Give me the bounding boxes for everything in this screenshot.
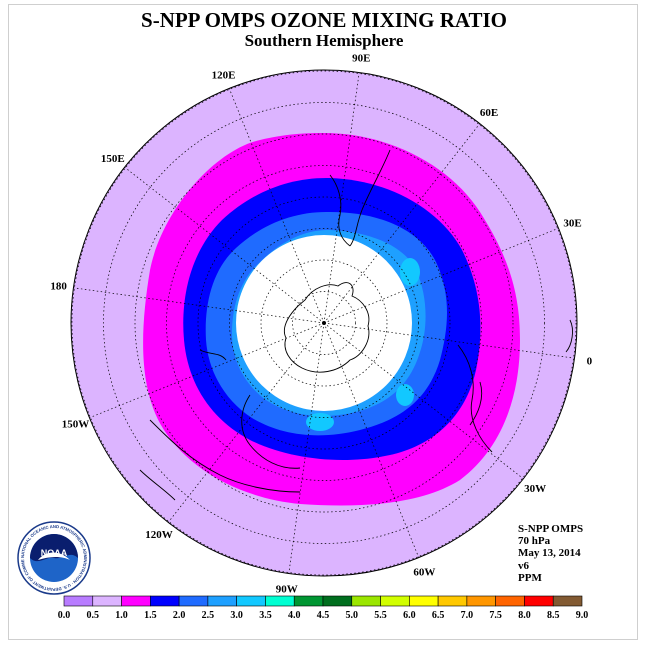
- colorbar-swatch: [150, 595, 180, 607]
- colorbar-swatch: [265, 595, 295, 607]
- colorbar-tick-label: 8.0: [518, 610, 531, 621]
- colorbar-tick-label: 5.5: [374, 610, 387, 621]
- south-pole-marker: [322, 321, 326, 325]
- longitude-label: 120E: [212, 70, 236, 82]
- colorbar-swatch: [322, 595, 353, 607]
- colorbar-tick-label: 5.0: [346, 610, 359, 621]
- latitude-circle: [229, 228, 419, 418]
- colorbar-tick-label: 0.0: [58, 610, 71, 621]
- latitude-circle: [134, 133, 514, 513]
- colorbar-swatch: [351, 595, 381, 607]
- colorbar-tick-label: 3.0: [230, 610, 243, 621]
- map-border: [70, 69, 578, 577]
- latitude-circle: [260, 259, 388, 387]
- units-label: PPM: [518, 571, 542, 584]
- longitude-label: 90W: [276, 583, 298, 595]
- map-title: S-NPP OMPS OZONE MIXING RATIO: [141, 8, 507, 32]
- version-label: v6: [518, 559, 529, 572]
- colorbar-tick-label: 2.5: [202, 610, 215, 621]
- latitude-circle: [197, 196, 451, 450]
- plot-frame: [8, 4, 638, 640]
- latitude-circle: [292, 291, 356, 355]
- colorbar-swatch: [524, 595, 554, 607]
- longitude-label: 150E: [101, 153, 125, 165]
- colorbar-swatch: [466, 595, 496, 607]
- colorbar-swatch: [437, 595, 468, 607]
- date-label: May 13, 2014: [518, 547, 581, 560]
- latitude-circle: [71, 70, 577, 576]
- latitude-circle: [103, 102, 545, 544]
- ozone-patch: [400, 258, 420, 286]
- pressure-level-label: 70 hPa: [518, 535, 551, 548]
- colorbar-swatch: [63, 595, 94, 607]
- longitude-label: 30E: [563, 218, 581, 230]
- colorbar-swatch: [380, 595, 410, 607]
- colorbar-swatch: [178, 595, 209, 607]
- longitude-label: 90E: [352, 53, 370, 65]
- latitude-circle: [166, 165, 482, 481]
- colorbar-tick-label: 1.5: [144, 610, 157, 621]
- noaa-logo-text: NOAA: [41, 548, 68, 558]
- colorbar-tick-label: 7.0: [461, 610, 474, 621]
- colorbar-swatch: [409, 595, 439, 607]
- colorbar-tick-label: 2.0: [173, 610, 186, 621]
- longitude-label: 0: [587, 355, 593, 367]
- longitude-label: 30W: [524, 483, 546, 495]
- colorbar-tick-label: 1.0: [115, 610, 128, 621]
- colorbar-tick-label: 6.0: [403, 610, 416, 621]
- coastlines: [139, 149, 573, 501]
- longitude-label: 60E: [480, 107, 498, 119]
- colorbar-tick-label: 8.5: [547, 610, 560, 621]
- longitude-label: 150W: [62, 418, 90, 430]
- map-subtitle: Southern Hemisphere: [244, 31, 404, 50]
- colorbar-tick-label: 7.5: [489, 610, 502, 621]
- longitude-label: 180: [50, 281, 67, 293]
- colorbar-swatch: [552, 595, 583, 607]
- longitude-label: 60W: [413, 566, 435, 578]
- colorbar-tick-label: 4.0: [288, 610, 301, 621]
- colorbar-swatch: [495, 595, 525, 607]
- colorbar-swatch: [92, 595, 122, 607]
- instrument-label: S-NPP OMPS: [518, 523, 584, 535]
- longitude-label: 120W: [145, 529, 173, 541]
- colorbar-tick-label: 9.0: [576, 610, 589, 621]
- colorbar-tick-label: 0.5: [87, 610, 100, 621]
- info-panel: S-NPP OMPS 70 hPa May 13, 2014 v6 PPM: [518, 523, 583, 584]
- colorbar-swatch: [121, 595, 151, 607]
- noaa-logo: NATIONAL OCEANIC AND ATMOSPHERIC ADMINIS…: [16, 520, 91, 595]
- colorbar-swatch: [293, 595, 324, 607]
- colorbar-swatch: [236, 595, 266, 607]
- colorbar-swatch: [207, 595, 237, 607]
- colorbar-tick-label: 4.5: [317, 610, 330, 621]
- colorbar-tick-label: 3.5: [259, 610, 272, 621]
- colorbar-tick-label: 6.5: [432, 610, 445, 621]
